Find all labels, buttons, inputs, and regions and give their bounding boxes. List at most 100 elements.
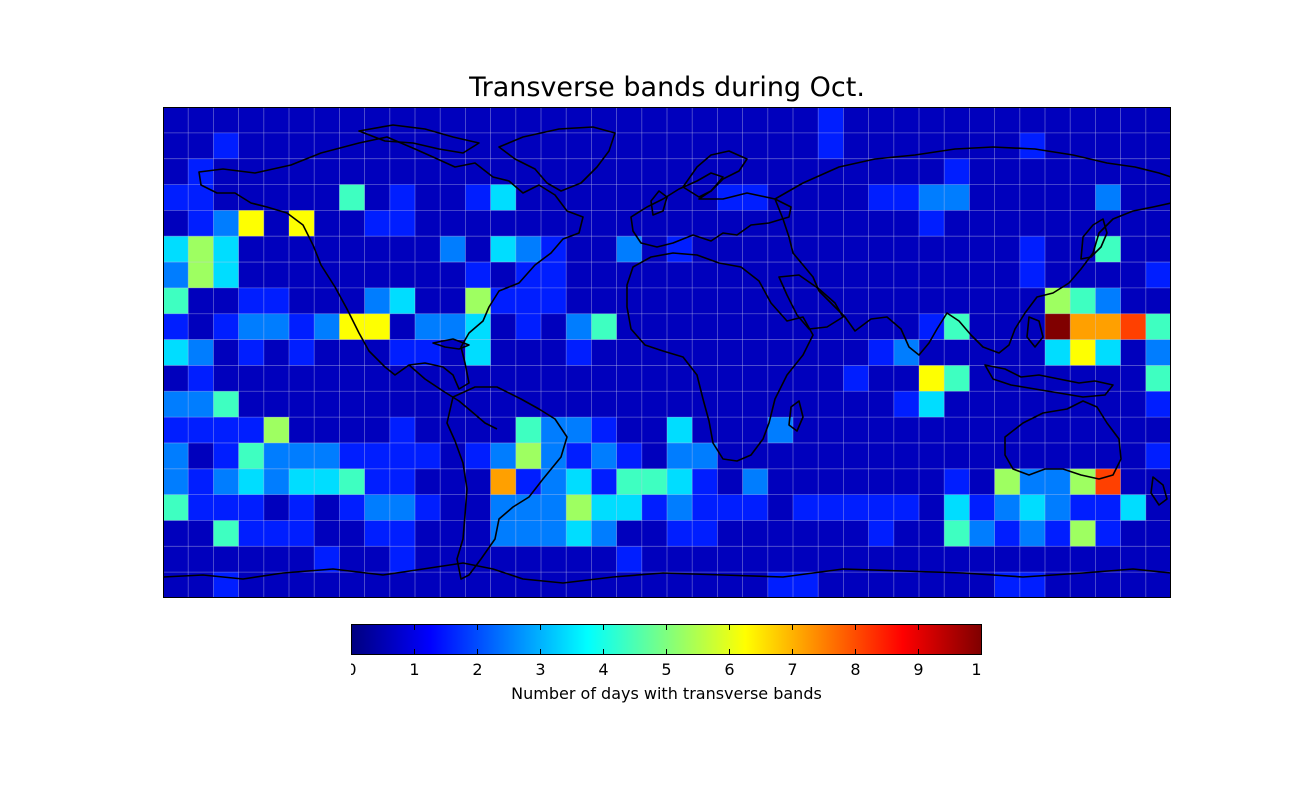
heatmap-cell bbox=[163, 313, 189, 340]
heatmap-cell bbox=[1120, 287, 1147, 315]
heatmap-cell bbox=[364, 546, 391, 573]
heatmap-cell bbox=[465, 442, 491, 470]
heatmap-cell bbox=[163, 107, 189, 134]
heatmap-cell bbox=[238, 210, 265, 237]
heatmap-cell bbox=[289, 494, 315, 521]
heatmap-cell bbox=[314, 572, 340, 598]
heatmap-cell bbox=[994, 158, 1021, 185]
heatmap-cell bbox=[994, 391, 1021, 418]
heatmap-cell bbox=[893, 107, 920, 134]
heatmap-cell bbox=[767, 520, 794, 547]
heatmap-cell bbox=[793, 365, 819, 392]
heatmap-cell bbox=[843, 107, 869, 134]
heatmap-cell bbox=[818, 442, 844, 470]
heatmap-cell bbox=[465, 236, 491, 263]
heatmap-cell bbox=[641, 287, 668, 315]
heatmap-cell bbox=[213, 494, 239, 521]
heatmap-cell bbox=[188, 494, 214, 521]
heatmap-cell bbox=[339, 339, 365, 366]
heatmap-cell bbox=[641, 262, 668, 289]
heatmap-cell bbox=[364, 262, 391, 289]
heatmap-cell bbox=[893, 572, 920, 598]
heatmap-cell bbox=[868, 494, 895, 521]
heatmap-cell bbox=[969, 572, 995, 598]
heatmap-cell bbox=[994, 210, 1021, 237]
heatmap-cell bbox=[591, 546, 617, 573]
heatmap-cell bbox=[843, 184, 869, 211]
heatmap-cell bbox=[818, 365, 844, 392]
heatmap-cell bbox=[742, 236, 769, 263]
heatmap-cell bbox=[944, 158, 970, 185]
heatmap-cell bbox=[440, 184, 466, 211]
heatmap-cell bbox=[919, 236, 945, 263]
heatmap-cell bbox=[667, 391, 693, 418]
heatmap-cell bbox=[213, 339, 239, 366]
heatmap-cell bbox=[944, 184, 970, 211]
heatmap-cell bbox=[541, 339, 567, 366]
heatmap-cell bbox=[465, 313, 491, 340]
heatmap-cell bbox=[818, 468, 844, 495]
heatmap-cell bbox=[742, 546, 769, 573]
heatmap-cell bbox=[1145, 339, 1171, 366]
heatmap-cell bbox=[893, 468, 920, 495]
coastline-asia bbox=[774, 146, 1171, 356]
heatmap-cell bbox=[389, 107, 416, 134]
heatmap-cell bbox=[440, 417, 466, 444]
heatmap-cell bbox=[692, 107, 718, 134]
heatmap-cell bbox=[163, 236, 189, 263]
heatmap-cell bbox=[339, 572, 365, 598]
heatmap-cell bbox=[440, 442, 466, 470]
heatmap-cell bbox=[717, 107, 743, 134]
heatmap-cell bbox=[616, 494, 643, 521]
heatmap-cell bbox=[1120, 184, 1147, 211]
heatmap-cell bbox=[566, 417, 592, 444]
heatmap-cell bbox=[793, 184, 819, 211]
heatmap-cell bbox=[818, 236, 844, 263]
colorbar-tick-label: 1 bbox=[409, 660, 419, 679]
heatmap-cell bbox=[641, 442, 668, 470]
heatmap-cell bbox=[163, 210, 189, 237]
heatmap-cell bbox=[289, 468, 315, 495]
heatmap-cell bbox=[667, 572, 693, 598]
heatmap-cell bbox=[1045, 339, 1071, 366]
heatmap-cell bbox=[1019, 184, 1046, 211]
heatmap-cell bbox=[188, 313, 214, 340]
heatmap-cell bbox=[263, 391, 290, 418]
heatmap-cell bbox=[641, 107, 668, 134]
heatmap-cell bbox=[893, 262, 920, 289]
heatmap-cell bbox=[1070, 107, 1096, 134]
heatmap-cell bbox=[213, 236, 239, 263]
heatmap-cell bbox=[1145, 442, 1171, 470]
heatmap-cell bbox=[868, 287, 895, 315]
heatmap-cell bbox=[667, 107, 693, 134]
heatmap-cell bbox=[641, 313, 668, 340]
heatmap-cell bbox=[213, 132, 239, 159]
heatmap-cell bbox=[339, 158, 365, 185]
heatmap-cell bbox=[1019, 442, 1046, 470]
heatmap-cell bbox=[818, 158, 844, 185]
heatmap-cell bbox=[1120, 262, 1147, 289]
heatmap-cell bbox=[616, 236, 643, 263]
heatmap-cell bbox=[994, 184, 1021, 211]
heatmap-cell bbox=[465, 417, 491, 444]
heatmap-cell bbox=[767, 468, 794, 495]
heatmap-cell bbox=[541, 132, 567, 159]
coastline-caribbean bbox=[432, 338, 470, 350]
heatmap-cell bbox=[566, 107, 592, 134]
heatmap-cell bbox=[1095, 494, 1121, 521]
heatmap-cell bbox=[818, 339, 844, 366]
heatmap-cell bbox=[868, 365, 895, 392]
heatmap-cell bbox=[163, 546, 189, 573]
colorbar-tick-label: 10 bbox=[971, 660, 982, 679]
map-svg bbox=[163, 107, 1171, 598]
heatmap-cell bbox=[793, 520, 819, 547]
heatmap-cell bbox=[415, 494, 441, 521]
heatmap-cell bbox=[969, 210, 995, 237]
heatmap-cell bbox=[314, 313, 340, 340]
heatmap-cell bbox=[717, 391, 743, 418]
heatmap-cell bbox=[641, 365, 668, 392]
heatmap-cell bbox=[263, 520, 290, 547]
heatmap-cell bbox=[490, 572, 517, 598]
heatmap-cell bbox=[742, 339, 769, 366]
heatmap-cell bbox=[994, 236, 1021, 263]
